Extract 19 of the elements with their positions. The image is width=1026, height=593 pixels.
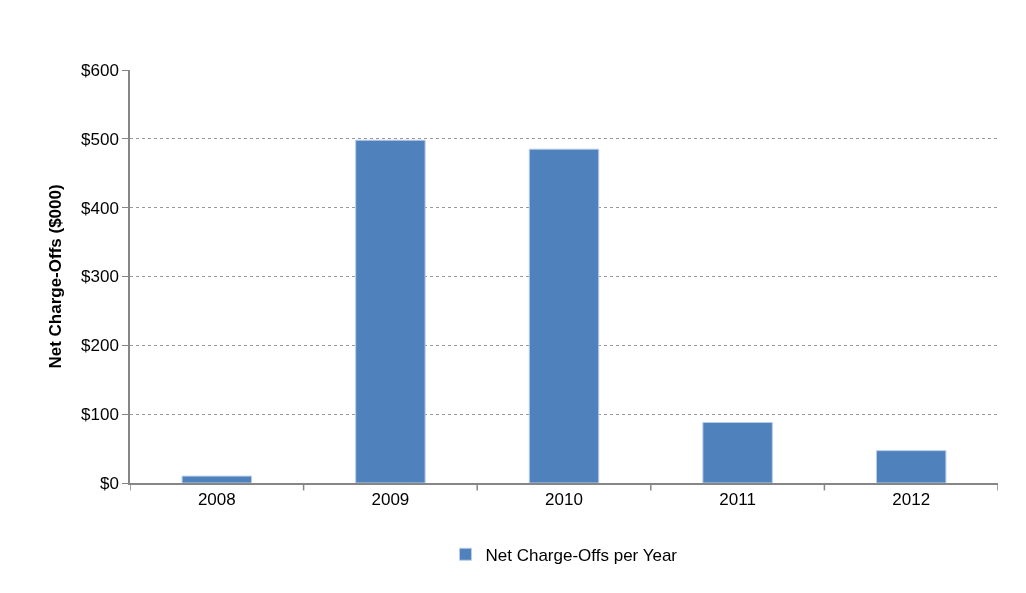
bar (875, 450, 947, 483)
x-tick-label: 2010 (545, 490, 583, 510)
x-tick-label: 2008 (197, 490, 236, 510)
x-tick-label: 2009 (371, 490, 410, 510)
y-tick-label: $0 (99, 473, 119, 493)
y-tick-label: $200 (81, 336, 119, 356)
bar (528, 148, 600, 483)
bar (355, 139, 426, 483)
y-tick-label: $400 (81, 198, 119, 218)
x-tick-label: 2011 (719, 490, 756, 510)
y-tick-label: $100 (81, 405, 119, 425)
legend-label: Net Charge-Offs per Year (485, 545, 678, 565)
y-tick-label: $300 (81, 267, 119, 287)
bar (181, 475, 253, 483)
y-tick-label: $600 (81, 60, 119, 80)
y-axis-title: Net Charge-Offs ($000) (46, 184, 66, 369)
y-tick-label: $500 (81, 129, 119, 149)
x-tick-label: 2012 (892, 490, 931, 510)
bar (702, 421, 773, 483)
